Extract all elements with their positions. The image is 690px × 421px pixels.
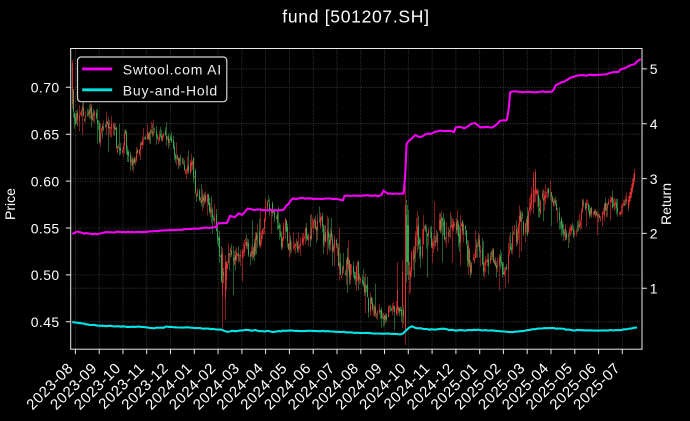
svg-text:2: 2 xyxy=(650,226,658,242)
svg-text:0.60: 0.60 xyxy=(31,173,60,189)
svg-text:fund [501207.SH]: fund [501207.SH] xyxy=(282,6,429,26)
svg-text:Buy-and-Hold: Buy-and-Hold xyxy=(123,82,218,98)
svg-text:Return: Return xyxy=(658,183,674,225)
svg-text:0.55: 0.55 xyxy=(31,220,60,236)
svg-text:0.65: 0.65 xyxy=(31,127,60,143)
svg-text:4: 4 xyxy=(650,116,658,132)
svg-text:Price: Price xyxy=(2,188,18,220)
svg-text:5: 5 xyxy=(650,61,658,77)
svg-text:0.45: 0.45 xyxy=(31,314,60,330)
svg-text:0.70: 0.70 xyxy=(31,80,60,96)
svg-text:0.50: 0.50 xyxy=(31,267,60,283)
svg-text:1: 1 xyxy=(650,281,658,297)
svg-text:Swtool.com AI: Swtool.com AI xyxy=(123,62,222,78)
svg-text:3: 3 xyxy=(650,171,658,187)
